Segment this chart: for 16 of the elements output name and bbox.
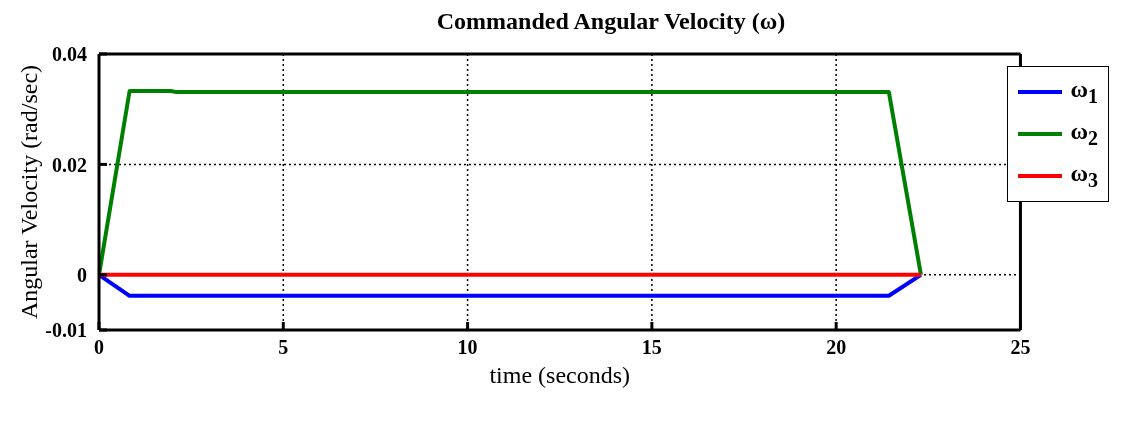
x-tick-label: 25	[1010, 336, 1031, 359]
chart-title: Commanded Angular Velocity (ω)	[435, 8, 787, 35]
legend-label: ω$_{1}$	[1070, 76, 1098, 108]
legend-label: ω$_{2}$	[1070, 118, 1098, 150]
x-tick-label: 0	[94, 336, 104, 359]
y-tick-label: -0.01	[45, 319, 87, 342]
x-tick-label: 10	[457, 336, 478, 359]
legend-label: ω$_{3}$	[1070, 160, 1098, 192]
y-tick-label: 0.04	[52, 43, 87, 66]
x-tick-label: 15	[641, 336, 662, 359]
x-tick-label: 20	[826, 336, 847, 359]
x-axis-title: time (seconds)	[489, 362, 631, 388]
y-tick-label: 0	[77, 263, 87, 286]
x-tick-label: 5	[278, 336, 289, 359]
y-tick-label: 0.02	[52, 153, 87, 176]
y-axis-title: Angular Velocity (rad/sec)	[15, 64, 42, 320]
